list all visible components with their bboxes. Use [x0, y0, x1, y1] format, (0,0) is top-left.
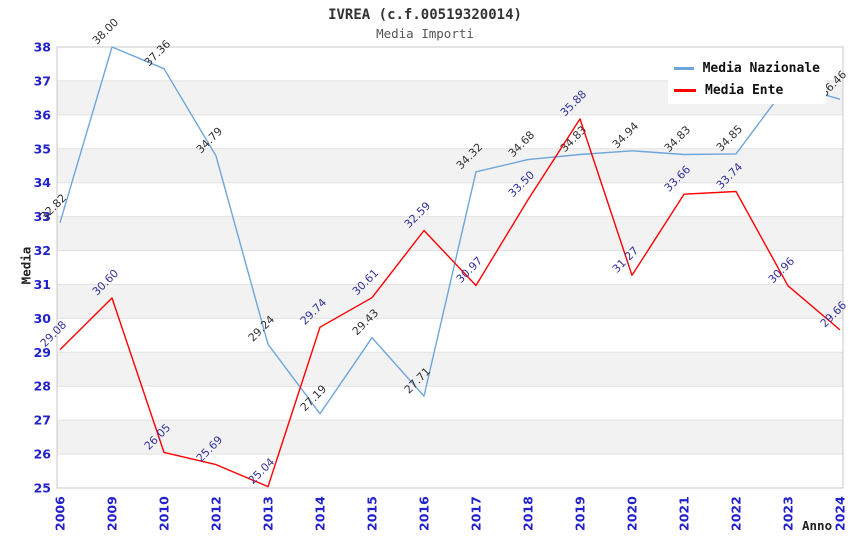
x-tick-label: 2009 [105, 496, 120, 531]
y-tick-label: 31 [34, 277, 51, 292]
x-tick-label: 2006 [53, 496, 68, 531]
x-tick-label: 2016 [417, 496, 432, 531]
grid-band [57, 216, 843, 251]
legend-item-media-nazionale: Media Nazionale [674, 61, 820, 76]
x-axis-title: Anno [802, 518, 833, 533]
red-line-swatch-icon [674, 89, 696, 92]
legend: Media Nazionale Media Ente [668, 56, 826, 104]
x-tick-label: 2010 [157, 496, 172, 531]
legend-label: Media Nazionale [702, 61, 820, 76]
chart-subtitle: Media Importi [376, 26, 474, 41]
y-tick-label: 38 [34, 40, 51, 55]
x-tick-label: 2018 [521, 496, 536, 531]
point-label: 27.19 [298, 383, 329, 414]
y-tick-label: 26 [34, 447, 52, 462]
chart-title: IVREA (c.f.00519320014) [328, 7, 522, 23]
y-tick-label: 33 [34, 209, 51, 224]
y-tick-label: 37 [34, 73, 51, 88]
y-tick-label: 30 [34, 311, 52, 326]
blue-line-swatch-icon [674, 67, 694, 70]
x-tick-label: 2020 [625, 496, 640, 531]
legend-label: Media Ente [705, 83, 784, 98]
point-label: 38.00 [90, 16, 121, 47]
x-tick-label: 2015 [365, 496, 380, 531]
x-tick-label: 2023 [781, 496, 796, 531]
y-tick-label: 35 [34, 141, 51, 156]
y-tick-label: 25 [34, 481, 51, 496]
y-tick-label: 32 [34, 243, 51, 258]
point-label: 30.96 [766, 255, 797, 286]
point-label: 34.94 [610, 120, 641, 151]
y-tick-label: 29 [34, 345, 51, 360]
x-tick-label: 2014 [313, 496, 328, 531]
legend-item-media-ente: Media Ente [674, 83, 820, 98]
x-tick-label: 2022 [729, 496, 744, 531]
grid-band [57, 284, 843, 319]
plot-border [56, 46, 844, 489]
point-label: 30.97 [454, 254, 485, 285]
y-tick-label: 36 [34, 107, 52, 122]
x-tick-label: 2024 [833, 496, 848, 531]
x-tick-label: 2013 [261, 496, 276, 531]
y-tick-label: 28 [34, 379, 51, 394]
y-tick-label: 27 [34, 413, 51, 428]
point-label: 37.36 [142, 38, 173, 69]
series-line-media-nazionale [59, 46, 841, 415]
x-tick-label: 2019 [573, 496, 588, 531]
x-tick-label: 2021 [677, 496, 692, 531]
grid-band [57, 352, 843, 387]
x-tick-label: 2012 [209, 496, 224, 531]
x-tick-label: 2017 [469, 496, 484, 531]
grid-band [57, 420, 843, 455]
y-tick-label: 34 [34, 175, 52, 190]
series-line-media-ente [59, 118, 841, 488]
